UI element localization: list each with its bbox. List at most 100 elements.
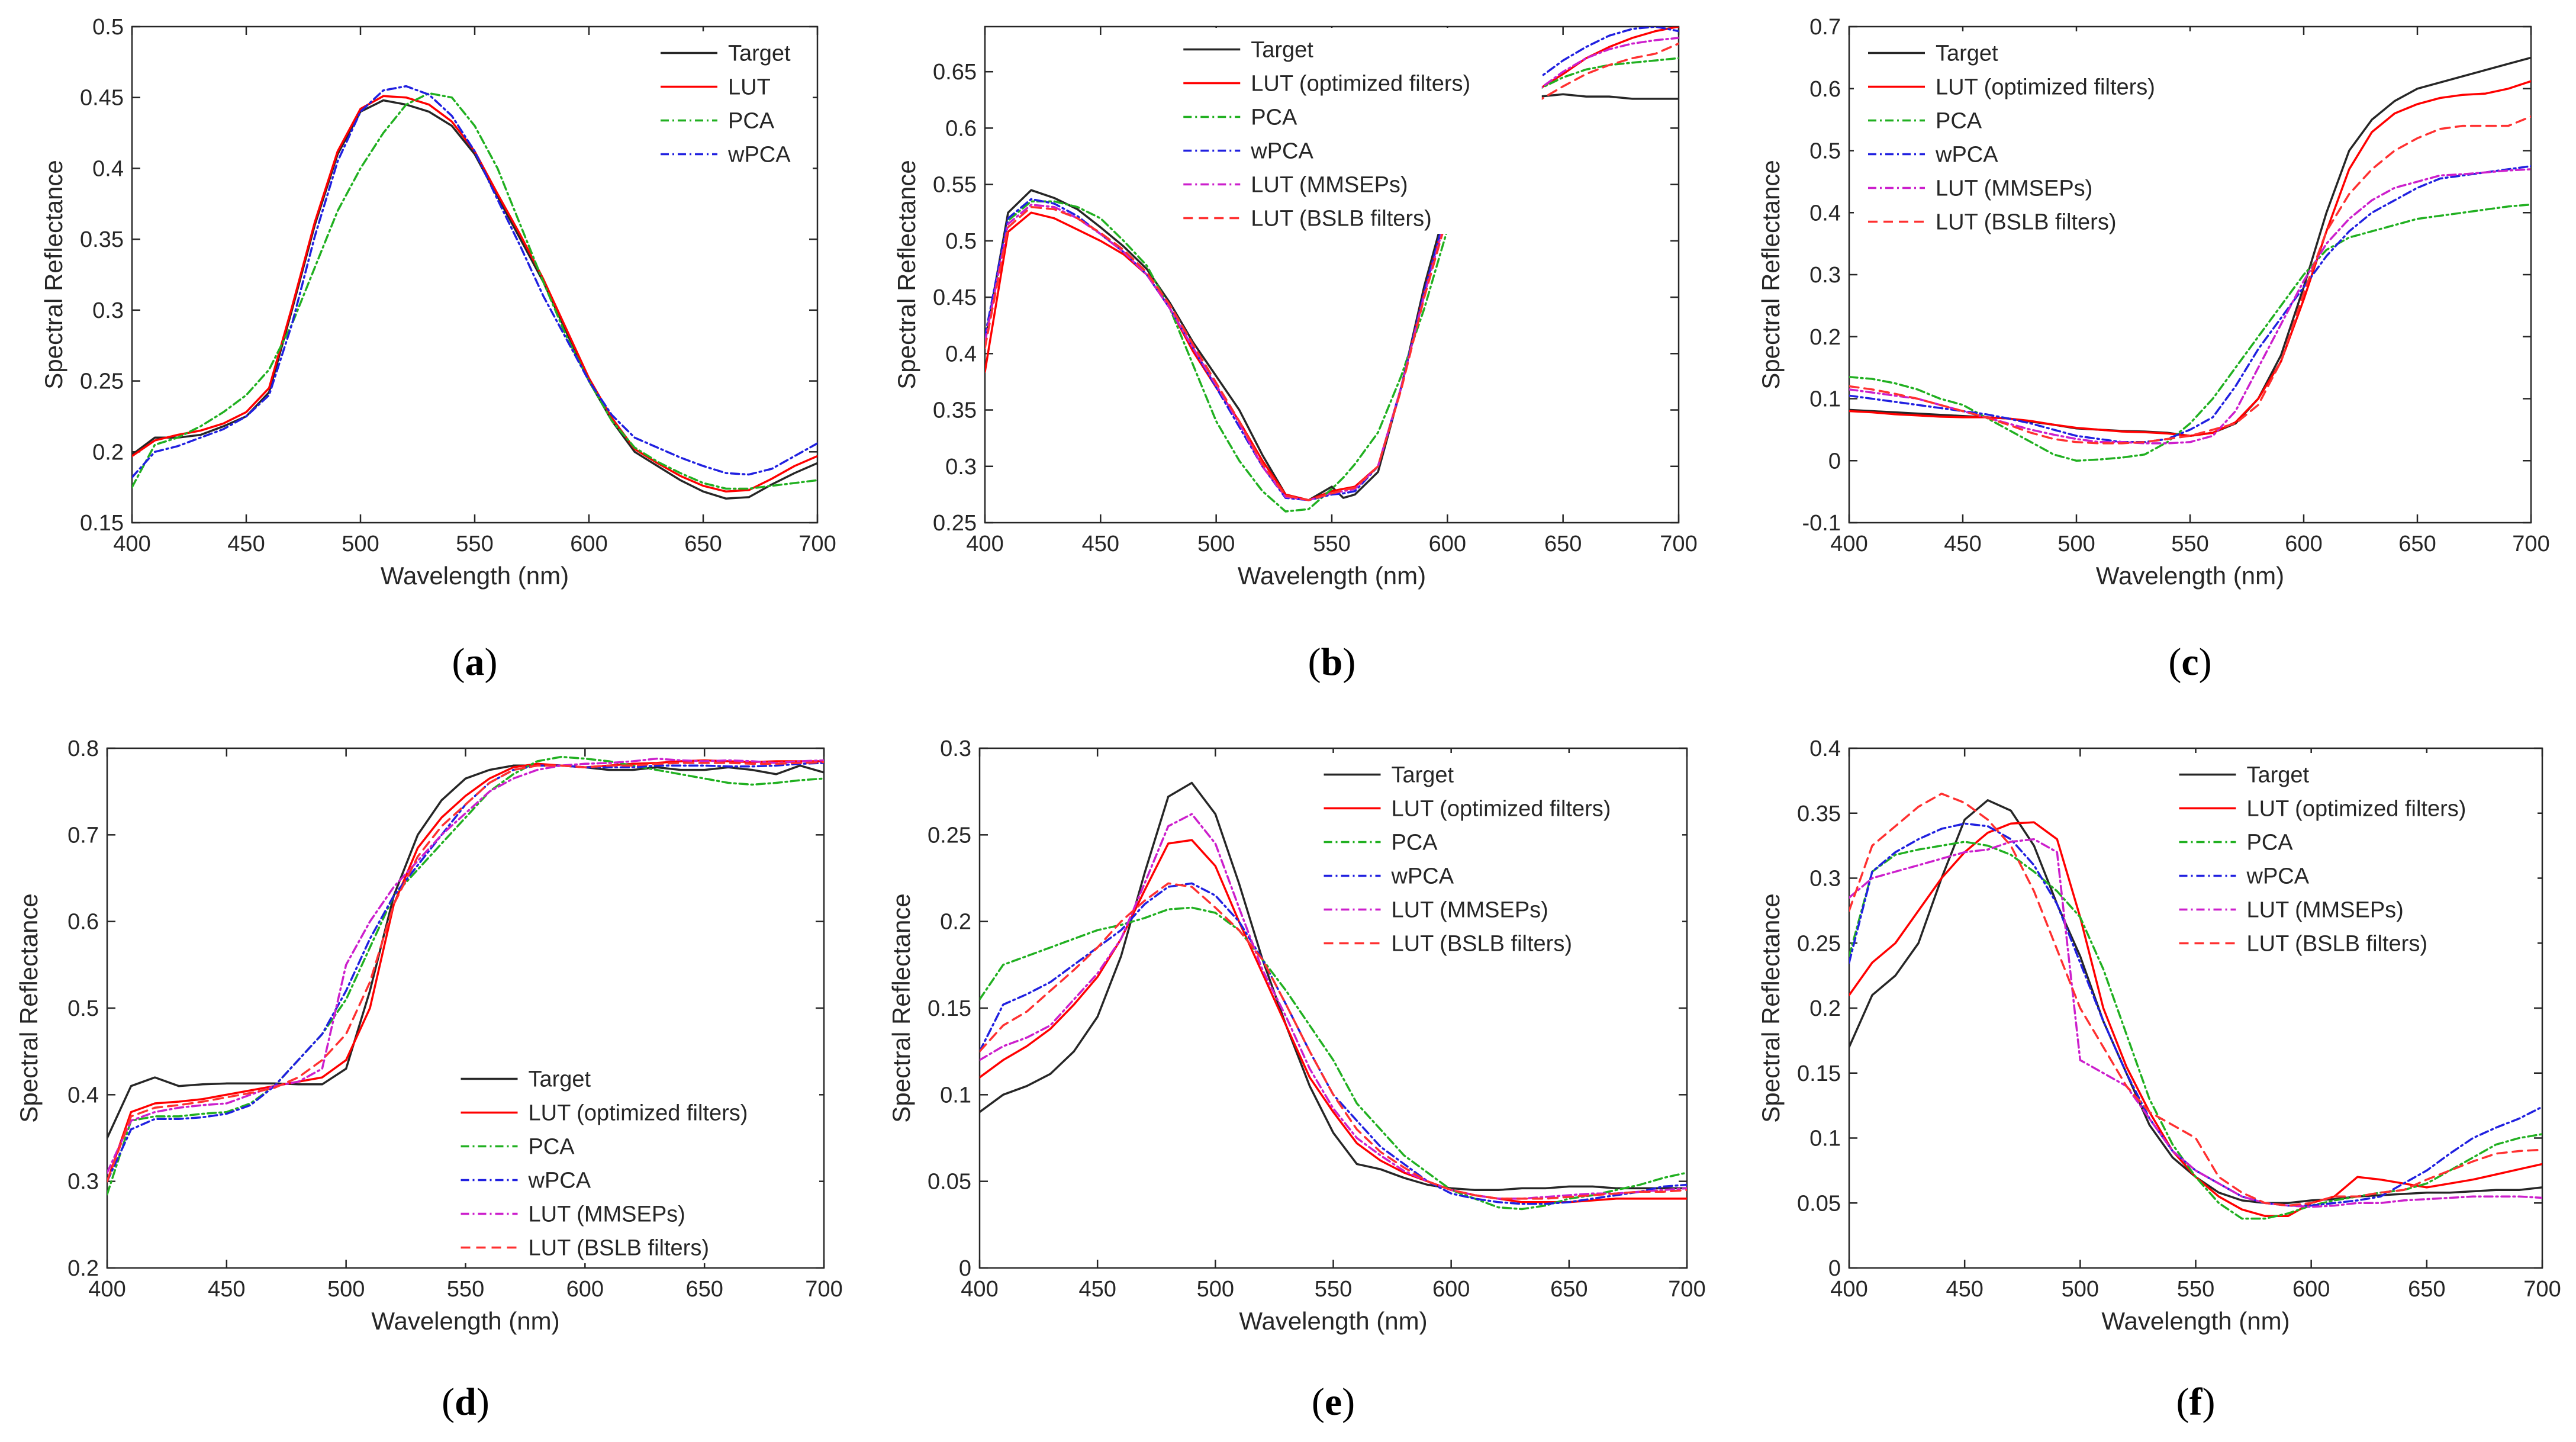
- x-tick-label: 600: [566, 1277, 604, 1302]
- x-tick-label: 650: [2408, 1277, 2445, 1302]
- x-tick-label: 700: [2523, 1277, 2561, 1302]
- x-tick-label: 450: [1078, 1277, 1116, 1302]
- series-line-wpca: [1849, 822, 2542, 1207]
- y-tick-label: 0.2: [67, 1256, 99, 1281]
- x-tick-label: 500: [2057, 532, 2095, 556]
- x-tick-label: 450: [1944, 532, 1981, 556]
- y-tick-label: 0.5: [945, 229, 977, 254]
- series-group: [980, 781, 1687, 1211]
- x-tick-label: 500: [327, 1277, 365, 1302]
- panel-caption: (f): [2176, 1380, 2216, 1424]
- legend-label: LUT: [728, 75, 771, 100]
- legend-label: LUT (BSLB filters): [1392, 932, 1572, 957]
- series-line-pca: [1849, 841, 2542, 1220]
- legend-label: Target: [728, 41, 791, 66]
- y-tick-label: 0.1: [1809, 1126, 1841, 1151]
- y-tick-label: 0.7: [67, 823, 99, 848]
- series-line-target: [980, 781, 1687, 1192]
- y-tick-label: 0: [1828, 1256, 1841, 1281]
- legend-label: Target: [1251, 38, 1313, 63]
- x-tick-label: 500: [342, 532, 379, 556]
- y-tick-label: 0.6: [67, 910, 99, 935]
- series-line-lut-mmseps: [980, 813, 1687, 1200]
- x-tick-label: 600: [1432, 1277, 1470, 1302]
- series-line-pca: [1849, 203, 2531, 462]
- x-tick-label: 600: [1429, 532, 1466, 556]
- panel-caption: (e): [1312, 1380, 1355, 1424]
- legend-label: wPCA: [1935, 143, 1998, 168]
- x-tick-label: 550: [2177, 1277, 2214, 1302]
- series-line-lut-bslb-filters: [985, 42, 1679, 501]
- panel-caption: (a): [452, 640, 498, 684]
- legend-box: [1169, 28, 1542, 234]
- y-axis-title: Spectral Reflectance: [15, 893, 43, 1123]
- chart-panel-b: 400 450 500 550 600 650 700 0.25 0.3 0.35 0.4 0.45 0…: [893, 25, 1698, 684]
- y-tick-label: 0.05: [928, 1170, 971, 1195]
- series-line-target: [107, 764, 824, 1140]
- y-axis-title: Spectral Reflectance: [1757, 893, 1785, 1123]
- chart-panel-e: 400 450 500 550 600 650 700 0 0.05 0.1 0.15 0.2 0.25…: [887, 736, 1706, 1424]
- x-tick-label: 400: [1830, 532, 1867, 556]
- chart-panel-d: 400 450 500 550 600 650 700 0.2 0.3 0.4 0.5 0.6 0.7 0…: [15, 736, 843, 1424]
- x-tick-label: 700: [805, 1277, 842, 1302]
- x-tick-label: 650: [1550, 1277, 1588, 1302]
- y-tick-label: 0.4: [67, 1083, 99, 1108]
- series-line-pca: [980, 906, 1687, 1211]
- x-tick-label: 450: [227, 532, 265, 556]
- x-axis-title: Wavelength (nm): [2096, 562, 2284, 590]
- y-tick-label: 0.4: [1809, 201, 1841, 226]
- y-tick-label: 0.2: [1809, 996, 1841, 1021]
- legend-box: [1854, 31, 2227, 237]
- legend: Target LUT (optimized filters) PCA wPCA LUT …: [1854, 31, 2227, 237]
- y-tick-label: 0.35: [1797, 802, 1841, 826]
- chart-panel-c: 400 450 500 550 600 650 700 -0.1 0 0.1 0.2 0.3 0.4 0.…: [1757, 15, 2550, 684]
- y-tick-label: 0.3: [67, 1170, 99, 1195]
- x-tick-label: 550: [456, 532, 493, 556]
- legend-label: Target: [529, 1067, 591, 1092]
- x-tick-label: 600: [570, 532, 607, 556]
- legend-label: wPCA: [727, 143, 791, 168]
- x-axis-title: Wavelength (nm): [1239, 1307, 1427, 1335]
- y-tick-label: 0.05: [1797, 1191, 1841, 1216]
- x-tick-label: 550: [2171, 532, 2208, 556]
- legend-label: LUT (optimized filters): [2247, 797, 2466, 822]
- y-tick-label: 0.2: [940, 910, 971, 935]
- legend-label: wPCA: [2246, 864, 2310, 889]
- x-tick-label: 450: [1082, 532, 1119, 556]
- y-tick-label: 0.25: [80, 369, 124, 394]
- series-line-pca: [132, 92, 817, 490]
- y-tick-label: 0.35: [80, 227, 124, 252]
- legend-label: LUT (MMSEPs): [529, 1202, 685, 1227]
- series-group: [1849, 793, 2542, 1220]
- y-tick-label: 0.25: [1797, 931, 1841, 956]
- series-line-wpca: [985, 27, 1679, 501]
- legend-label: wPCA: [1391, 864, 1454, 889]
- y-tick-label: 0.65: [933, 60, 977, 85]
- y-tick-label: 0: [959, 1256, 971, 1281]
- y-axis-title: Spectral Reflectance: [1757, 160, 1785, 390]
- x-tick-label: 700: [1660, 532, 1697, 556]
- y-tick-label: 0.2: [92, 440, 124, 465]
- x-tick-label: 400: [961, 1277, 998, 1302]
- legend-label: Target: [1392, 763, 1454, 788]
- x-tick-label: 650: [685, 1277, 723, 1302]
- series-line-pca: [107, 755, 824, 1196]
- panel-caption: (b): [1308, 640, 1356, 684]
- x-tick-label: 700: [1668, 1277, 1705, 1302]
- legend-box: [1309, 753, 1682, 959]
- legend-label: PCA: [1936, 109, 1982, 134]
- x-tick-label: 400: [113, 532, 150, 556]
- x-tick-label: 700: [798, 532, 836, 556]
- y-tick-label: 0.3: [92, 298, 124, 323]
- y-tick-label: 0.3: [940, 736, 971, 761]
- legend-box: [646, 31, 813, 170]
- panel-caption: (c): [2168, 640, 2211, 684]
- series-line-pca: [985, 57, 1679, 513]
- legend-label: LUT (optimized filters): [1936, 75, 2155, 100]
- legend: Target LUT (optimized filters) PCA wPCA LUT …: [2165, 753, 2538, 959]
- legend-label: LUT (optimized filters): [1251, 72, 1470, 96]
- series-group: [1849, 56, 2531, 462]
- y-tick-label: 0.2: [1809, 325, 1841, 350]
- x-tick-label: 550: [1315, 1277, 1352, 1302]
- y-tick-label: 0.4: [92, 156, 124, 181]
